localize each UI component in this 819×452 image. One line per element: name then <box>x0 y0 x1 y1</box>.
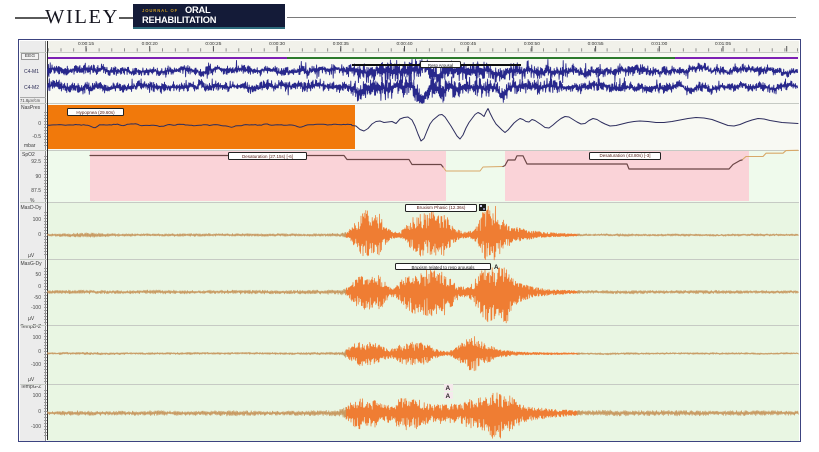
svg-text:A: A <box>446 385 451 392</box>
svg-text:A: A <box>494 264 499 271</box>
svg-text:A: A <box>446 393 451 400</box>
